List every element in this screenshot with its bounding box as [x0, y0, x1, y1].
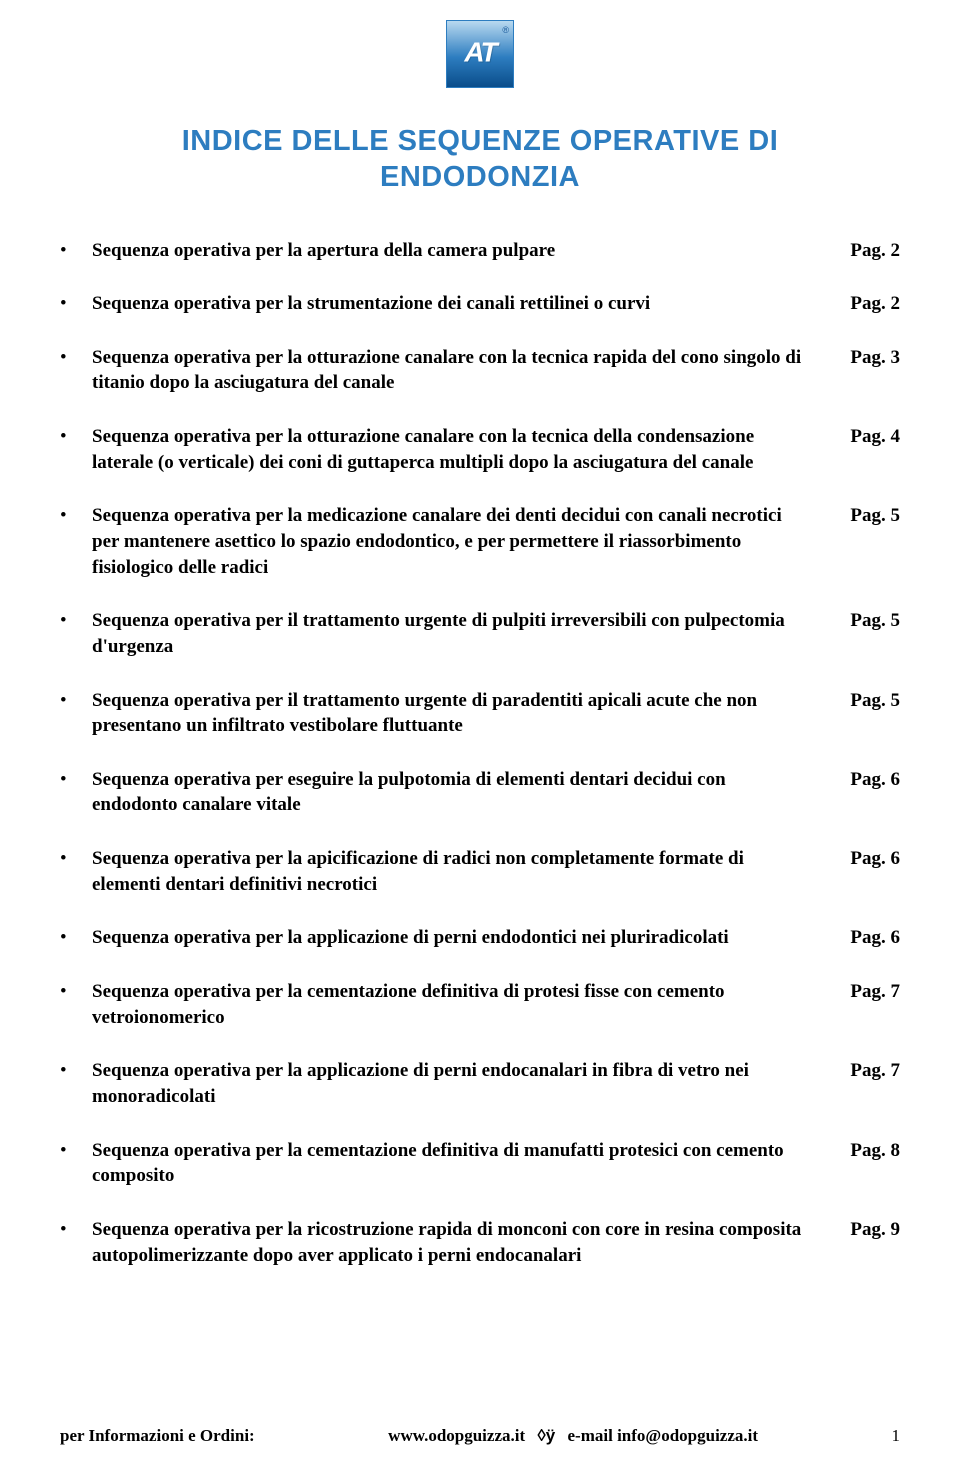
title-line-2: ENDODONZIA [380, 161, 580, 193]
footer-separator: ◊ÿ [529, 1426, 563, 1445]
bullet-icon: • [60, 503, 72, 529]
bullet-icon: • [60, 238, 72, 264]
toc-item-page: Pag. 6 [830, 767, 900, 793]
toc-item-page: Pag. 5 [830, 503, 900, 529]
bullet-icon: • [60, 846, 72, 872]
toc-item-text: Sequenza operativa per la strumentazione… [92, 291, 810, 317]
toc-item: • Sequenza operativa per il trattamento u… [60, 688, 900, 739]
title-line-1: INDICE DELLE SEQUENZE OPERATIVE DI [182, 125, 779, 157]
bullet-icon: • [60, 345, 72, 371]
toc-item-text: Sequenza operativa per la medicazione ca… [92, 503, 810, 580]
toc-item-text: Sequenza operativa per la otturazione ca… [92, 424, 810, 475]
toc-item-page: Pag. 8 [830, 1138, 900, 1164]
bullet-icon: • [60, 291, 72, 317]
toc-item: • Sequenza operativa per la apicificazion… [60, 846, 900, 897]
footer-email: e-mail info@odopguizza.it [568, 1426, 759, 1445]
table-of-contents: • Sequenza operativa per la apertura dell… [60, 238, 900, 1269]
bullet-icon: • [60, 1217, 72, 1243]
toc-item-text: Sequenza operativa per la apertura della… [92, 238, 810, 264]
bullet-icon: • [60, 979, 72, 1005]
toc-item-page: Pag. 2 [830, 291, 900, 317]
toc-item: • Sequenza operativa per la applicazione … [60, 1058, 900, 1109]
page-footer: per Informazioni e Ordini: www.odopguizz… [60, 1426, 900, 1446]
toc-item-page: Pag. 5 [830, 688, 900, 714]
toc-item: • Sequenza operativa per la medicazione c… [60, 503, 900, 580]
toc-item-text: Sequenza operativa per la ricostruzione … [92, 1217, 810, 1268]
toc-item-text: Sequenza operativa per la applicazione d… [92, 1058, 810, 1109]
toc-item-page: Pag. 5 [830, 608, 900, 634]
toc-item-text: Sequenza operativa per il trattamento ur… [92, 688, 810, 739]
toc-item-text: Sequenza operativa per la apicificazione… [92, 846, 810, 897]
toc-item: • Sequenza operativa per la applicazione … [60, 925, 900, 951]
bullet-icon: • [60, 767, 72, 793]
toc-item: • Sequenza operativa per la otturazione c… [60, 424, 900, 475]
toc-item-text: Sequenza operativa per la cementazione d… [92, 979, 810, 1030]
toc-item-text: Sequenza operativa per il trattamento ur… [92, 608, 810, 659]
toc-item: • Sequenza operativa per eseguire la pulp… [60, 767, 900, 818]
bullet-icon: • [60, 1138, 72, 1164]
toc-item: • Sequenza operativa per il trattamento u… [60, 608, 900, 659]
toc-item-page: Pag. 7 [830, 1058, 900, 1084]
toc-item: • Sequenza operativa per la ricostruzione… [60, 1217, 900, 1268]
toc-item: • Sequenza operativa per la strumentazion… [60, 291, 900, 317]
toc-item-page: Pag. 6 [830, 925, 900, 951]
toc-item-text: Sequenza operativa per la applicazione d… [92, 925, 810, 951]
toc-item-page: Pag. 4 [830, 424, 900, 450]
footer-info-label: per Informazioni e Ordini: [60, 1426, 255, 1446]
toc-item-page: Pag. 9 [830, 1217, 900, 1243]
page-title: INDICE DELLE SEQUENZE OPERATIVE DI ENDOD… [60, 123, 900, 196]
toc-item-page: Pag. 2 [830, 238, 900, 264]
brand-logo: ® [446, 20, 514, 88]
toc-item: • Sequenza operativa per la otturazione c… [60, 345, 900, 396]
toc-item: • Sequenza operativa per la apertura dell… [60, 238, 900, 264]
footer-contact: www.odopguizza.it ◊ÿ e-mail info@odopgui… [255, 1426, 892, 1446]
bullet-icon: • [60, 608, 72, 634]
logo-container: ® [60, 20, 900, 93]
toc-item-text: Sequenza operativa per la cementazione d… [92, 1138, 810, 1189]
toc-item: • Sequenza operativa per la cementazione … [60, 979, 900, 1030]
footer-page-number: 1 [892, 1426, 901, 1446]
registered-mark: ® [502, 25, 509, 35]
toc-item-page: Pag. 6 [830, 846, 900, 872]
toc-item-text: Sequenza operativa per eseguire la pulpo… [92, 767, 810, 818]
bullet-icon: • [60, 424, 72, 450]
footer-website: www.odopguizza.it [388, 1426, 525, 1445]
toc-item-text: Sequenza operativa per la otturazione ca… [92, 345, 810, 396]
bullet-icon: • [60, 1058, 72, 1084]
toc-item-page: Pag. 7 [830, 979, 900, 1005]
bullet-icon: • [60, 688, 72, 714]
toc-item: • Sequenza operativa per la cementazione … [60, 1138, 900, 1189]
bullet-icon: • [60, 925, 72, 951]
toc-item-page: Pag. 3 [830, 345, 900, 371]
